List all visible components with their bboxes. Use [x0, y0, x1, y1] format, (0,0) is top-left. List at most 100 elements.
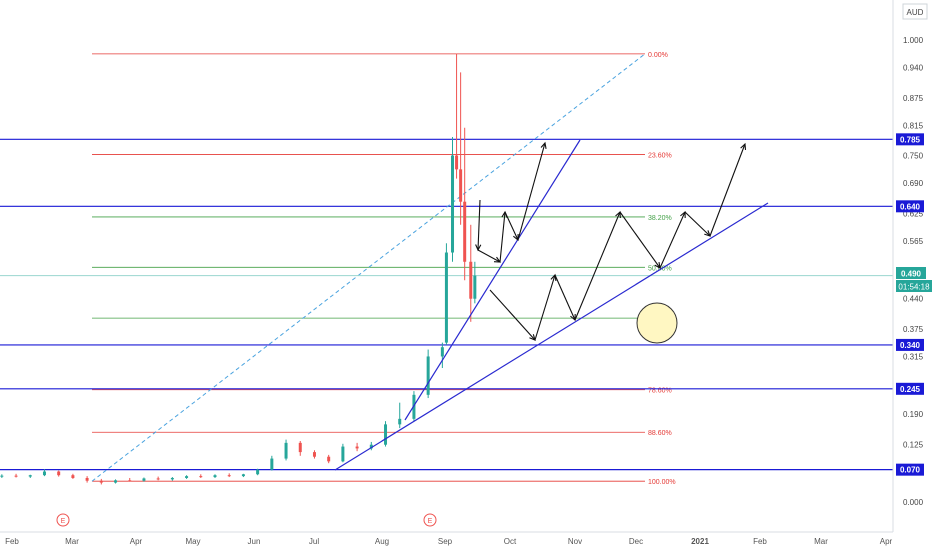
candle: [213, 474, 217, 478]
price-tick-label: 0.875: [903, 94, 924, 103]
candle: [199, 474, 203, 478]
time-tick-label: 2021: [691, 537, 709, 546]
level-tag: [896, 463, 924, 476]
candle: [227, 473, 231, 478]
price-tick-label: 0.690: [903, 179, 924, 188]
currency-label: AUD: [902, 3, 928, 20]
candle: [270, 455, 274, 471]
projection-segment: [477, 249, 501, 263]
fib-level-label: 38.20%: [648, 215, 672, 222]
level-tag: [896, 382, 924, 395]
time-tick-label: Apr: [880, 537, 893, 546]
time-tick-label: Feb: [753, 537, 767, 546]
candle: [451, 137, 455, 262]
projection-segment: [489, 289, 536, 341]
candle: [28, 474, 32, 478]
projection-segment: [504, 211, 519, 241]
price-tick-label: 0.440: [903, 295, 924, 304]
candle: [156, 476, 160, 481]
fib-level-label: 100.00%: [648, 479, 676, 486]
trendline-steep: [404, 139, 581, 421]
candle: [469, 224, 473, 322]
fib-level-label: 23.60%: [648, 153, 672, 160]
event-marker-label: E: [61, 518, 66, 525]
trendline-lower: [334, 202, 769, 471]
earnings-event-marker[interactable]: [56, 513, 70, 527]
time-axis-ticks: Feb Mar Apr May Jun Jul Aug Sep Oct Nov Dec 2021 Feb…: [5, 537, 892, 546]
time-tick-label: Aug: [375, 537, 389, 546]
highlight-circle: [636, 302, 678, 344]
trendlines: [334, 139, 769, 471]
countdown-label: 01:54:18: [898, 283, 930, 292]
candle: [327, 454, 331, 464]
fibonacci-retracement: 0.00%23.60%38.20%50.00%61.80%78.60%88.60…: [92, 52, 676, 486]
price-axis-ticks: 1.000 0.940 0.875 0.815 0.750 0.690 0.625 0.565…: [903, 36, 924, 507]
candle: [256, 468, 260, 476]
projection-segment: [659, 211, 686, 269]
projection-segment: [554, 274, 576, 321]
time-tick-label: Nov: [568, 537, 582, 546]
candle: [284, 439, 288, 461]
price-tick-label: 1.000: [903, 36, 924, 45]
candle: [398, 402, 402, 429]
projection-segment: [477, 199, 481, 251]
candle: [142, 477, 146, 482]
candle: [85, 476, 89, 483]
level-tag-label: 0.640: [900, 202, 921, 211]
candle: [384, 421, 388, 447]
candle: [0, 474, 4, 478]
level-tag: [896, 133, 924, 146]
projection-segment: [517, 142, 546, 241]
time-tick-label: Oct: [504, 537, 517, 546]
candle: [463, 127, 467, 281]
candle: [444, 243, 448, 345]
projection-segment: [574, 211, 621, 321]
level-tag-label: 0.785: [900, 135, 921, 144]
level-tag-label: 0.340: [900, 341, 921, 350]
time-tick-label: Sep: [438, 537, 453, 546]
candle: [99, 478, 103, 485]
candle: [14, 473, 18, 478]
projection-segment: [619, 211, 661, 269]
candle: [42, 469, 46, 477]
candle: [459, 72, 463, 225]
price-tick-label: 0.815: [903, 121, 924, 130]
level-tag-label: 0.245: [900, 385, 921, 394]
price-tick-label: 0.000: [903, 498, 924, 507]
candle: [241, 473, 245, 478]
price-tick-label: 0.625: [903, 209, 924, 218]
price-tick-label: 0.940: [903, 64, 924, 73]
candle: [170, 477, 174, 481]
current-price-tag: 0.490 01:54:18: [896, 267, 932, 292]
candle: [57, 470, 61, 477]
time-tick-label: Dec: [629, 537, 643, 546]
candle: [369, 441, 373, 451]
arrow-head: [540, 141, 547, 150]
price-tick-label: 0.565: [903, 237, 924, 246]
candle: [455, 53, 459, 179]
time-tick-label: Apr: [130, 537, 143, 546]
time-tick-label: Jul: [309, 537, 319, 546]
price-tick-label: 0.190: [903, 410, 924, 419]
earnings-event-marker[interactable]: [423, 513, 437, 527]
time-tick-label: Feb: [5, 537, 19, 546]
candle: [355, 442, 359, 452]
projection-segment: [499, 211, 506, 263]
fib-level-label: 0.00%: [648, 52, 668, 59]
candle: [71, 473, 75, 479]
projection-arrows: [475, 141, 747, 341]
event-marker-label: E: [428, 518, 433, 525]
price-axis-level-tags: 0.785 0.640 0.340 0.245 0.070: [896, 133, 924, 476]
currency-label-text: AUD: [907, 8, 924, 17]
time-tick-label: Mar: [65, 537, 79, 546]
fib-level-label: 78.60%: [648, 388, 672, 395]
candles: [0, 53, 477, 485]
projection-segment: [534, 274, 556, 341]
current-price-label: 0.490: [901, 270, 922, 279]
projection-segment: [709, 143, 746, 237]
level-tag: [896, 338, 924, 351]
candle: [128, 477, 132, 482]
fib-level-label: 88.60%: [648, 430, 672, 437]
